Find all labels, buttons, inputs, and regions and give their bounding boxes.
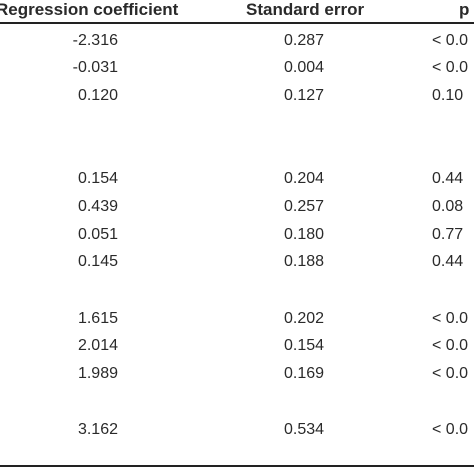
cell-p-value: < 0.0 (432, 421, 469, 438)
cell-coefficient: 2.014 (77, 337, 118, 354)
header-standard-error: Standard error (246, 0, 365, 19)
cell-standard-error: 0.204 (283, 170, 325, 187)
cell-p-value: 0.44 (432, 170, 464, 187)
cell-p-value: 0.77 (432, 226, 464, 243)
table-top-rule (0, 22, 474, 24)
cell-p-value: 0.44 (432, 253, 464, 270)
cell-coefficient: 1.989 (77, 365, 118, 382)
cell-standard-error: 0.257 (283, 198, 325, 215)
cell-standard-error: 0.287 (283, 32, 325, 49)
cell-standard-error: 0.180 (283, 226, 325, 243)
cell-coefficient: 0.051 (77, 226, 118, 243)
cell-standard-error: 0.127 (283, 87, 325, 104)
cell-p-value: < 0.0 (432, 32, 469, 49)
cell-coefficient: -2.316 (72, 32, 118, 49)
cell-standard-error: 0.169 (283, 365, 325, 382)
cell-p-value: < 0.0 (432, 337, 469, 354)
cell-coefficient: -0.031 (72, 59, 118, 76)
cell-standard-error: 0.188 (283, 253, 325, 270)
cell-coefficient: 3.162 (77, 421, 118, 438)
cell-p-value: 0.10 (432, 87, 464, 104)
cell-p-value: < 0.0 (432, 310, 469, 327)
cell-p-value: < 0.0 (432, 365, 469, 382)
table-bottom-rule (0, 465, 474, 467)
cell-coefficient: 0.154 (77, 170, 118, 187)
cell-standard-error: 0.202 (283, 310, 325, 327)
cell-standard-error: 0.154 (283, 337, 325, 354)
cell-p-value: < 0.0 (432, 59, 469, 76)
cell-coefficient: 0.145 (77, 253, 118, 270)
cell-p-value: 0.08 (432, 198, 464, 215)
cell-standard-error: 0.534 (283, 421, 325, 438)
cell-coefficient: 0.439 (77, 198, 118, 215)
header-p: p (459, 0, 470, 19)
header-regression-coefficient: Regression coefficient (0, 0, 179, 19)
cell-coefficient: 0.120 (77, 87, 118, 104)
cell-coefficient: 1.615 (77, 310, 118, 327)
cell-standard-error: 0.004 (283, 59, 325, 76)
